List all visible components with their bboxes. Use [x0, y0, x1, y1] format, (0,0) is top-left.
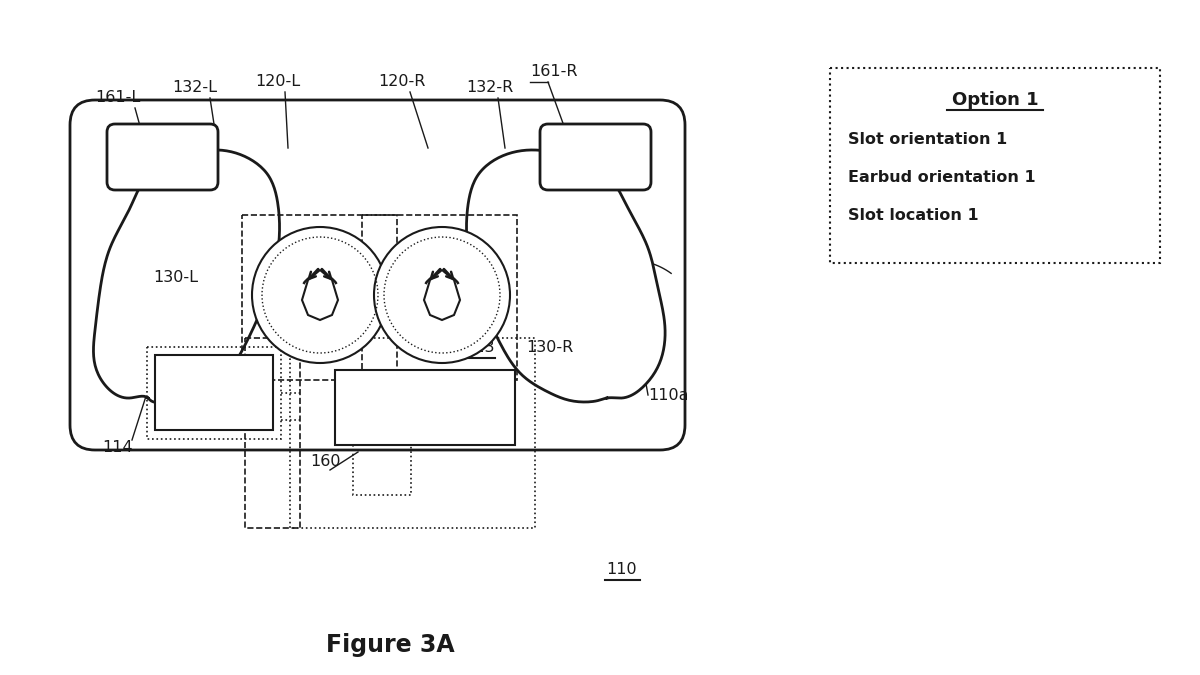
Text: 113: 113 [464, 340, 496, 356]
Text: 160: 160 [310, 454, 341, 470]
Text: 112: 112 [446, 400, 478, 414]
Text: 161-R: 161-R [530, 65, 577, 80]
Polygon shape [424, 270, 460, 320]
Polygon shape [467, 150, 665, 402]
Bar [353, 443, 410, 495]
Bar [245, 338, 300, 528]
Text: Option 1: Option 1 [952, 91, 1038, 109]
Bar [242, 215, 397, 380]
Text: 132-L: 132-L [173, 80, 217, 95]
Polygon shape [302, 270, 338, 320]
Bar [290, 338, 535, 528]
Polygon shape [94, 150, 280, 402]
Text: Slot location 1: Slot location 1 [848, 209, 979, 223]
Text: 110a: 110a [648, 387, 689, 402]
Text: Memory: Memory [181, 385, 247, 400]
Text: 110: 110 [607, 562, 637, 578]
Text: 132-R: 132-R [467, 80, 514, 95]
Text: Earbud orientation 1: Earbud orientation 1 [848, 171, 1036, 186]
Bar [155, 355, 274, 430]
Bar [148, 347, 281, 439]
Bar [830, 68, 1160, 263]
Bar [362, 215, 517, 380]
Text: 120-L: 120-L [256, 74, 300, 90]
Text: 130-L: 130-L [154, 271, 198, 286]
Circle shape [374, 227, 510, 363]
Text: Slot orientation 1: Slot orientation 1 [848, 132, 1007, 148]
Text: 161-L: 161-L [95, 90, 140, 105]
Text: 130-R: 130-R [526, 340, 574, 356]
FancyBboxPatch shape [70, 100, 685, 450]
FancyBboxPatch shape [540, 124, 650, 190]
Text: 120-R: 120-R [378, 74, 426, 90]
Bar [335, 370, 515, 445]
Text: 114: 114 [102, 441, 133, 456]
FancyBboxPatch shape [107, 124, 218, 190]
Text: P: P [343, 343, 353, 361]
Text: Figure 3A: Figure 3A [325, 633, 455, 657]
Circle shape [252, 227, 388, 363]
Text: B: B [346, 398, 358, 416]
